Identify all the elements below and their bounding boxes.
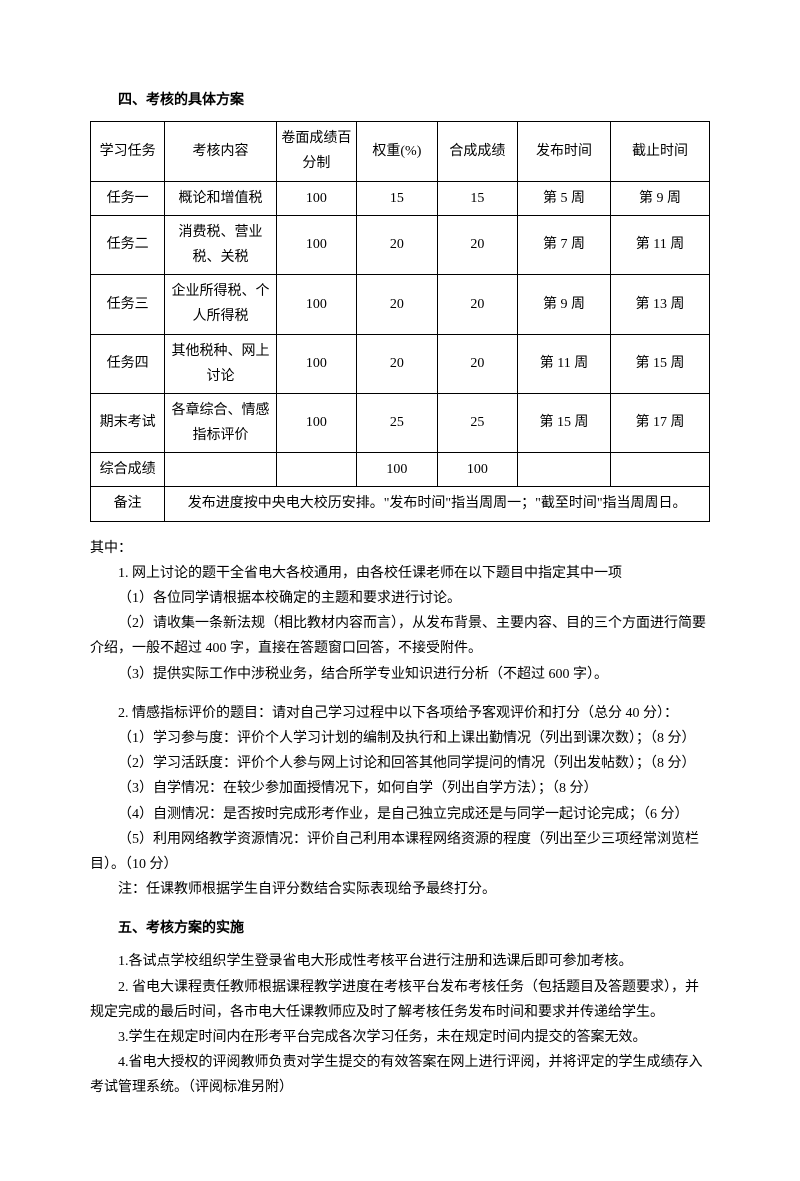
- col-header: 考核内容: [165, 122, 276, 181]
- item2-p1: （1）学习参与度：评价个人学习计划的编制及执行和上课出勤情况（列出到课次数）；（…: [90, 726, 710, 751]
- cell: 100: [276, 334, 356, 393]
- cell: [165, 453, 276, 487]
- section-5-title: 五、考核方案的实施: [118, 916, 710, 941]
- cell: 25: [437, 393, 517, 452]
- cell: [518, 453, 611, 487]
- col-header: 发布时间: [518, 122, 611, 181]
- cell: 第 11 周: [610, 215, 709, 274]
- cell: 15: [357, 181, 437, 215]
- table-row: 期末考试 各章综合、情感指标评价 100 25 25 第 15 周 第 17 周: [91, 393, 710, 452]
- cell: 20: [357, 215, 437, 274]
- intro-text: 其中：: [90, 536, 710, 561]
- cell: 100: [357, 453, 437, 487]
- cell: [276, 453, 356, 487]
- col-header: 权重(%): [357, 122, 437, 181]
- cell: 第 11 周: [518, 334, 611, 393]
- section-4-title: 四、考核的具体方案: [118, 88, 710, 113]
- item1-p2: （2）请收集一条新法规（相比教材内容而言），从发布背景、主要内容、目的三个方面进…: [90, 611, 710, 661]
- cell: 任务二: [91, 215, 165, 274]
- col-header: 截止时间: [610, 122, 709, 181]
- cell: 20: [437, 275, 517, 334]
- cell: 100: [276, 181, 356, 215]
- item2-p5: （5）利用网络教学资源情况：评价自己利用本课程网络资源的程度（列出至少三项经常浏…: [90, 827, 710, 877]
- col-header: 学习任务: [91, 122, 165, 181]
- cell: 15: [437, 181, 517, 215]
- cell: 任务四: [91, 334, 165, 393]
- cell: 第 7 周: [518, 215, 611, 274]
- table-row: 任务一 概论和增值税 100 15 15 第 5 周 第 9 周: [91, 181, 710, 215]
- note-text: 发布进度按中央电大校历安排。"发布时间"指当周周一；"截至时间"指当周周日。: [165, 487, 710, 521]
- cell: 企业所得税、个人所得税: [165, 275, 276, 334]
- table-header-row: 学习任务 考核内容 卷面成绩百分制 权重(%) 合成成绩 发布时间 截止时间: [91, 122, 710, 181]
- item2-note: 注：任课教师根据学生自评分数结合实际表现给予最终打分。: [90, 877, 710, 902]
- cell: 任务三: [91, 275, 165, 334]
- item1-lead: 1. 网上讨论的题干全省电大各校通用，由各校任课老师在以下题目中指定其中一项: [90, 561, 710, 586]
- cell: 第 5 周: [518, 181, 611, 215]
- cell: 25: [357, 393, 437, 452]
- s5-p4: 4.省电大授权的评阅教师负责对学生提交的有效答案在网上进行评阅，并将评定的学生成…: [90, 1050, 710, 1100]
- table-row: 综合成绩 100 100: [91, 453, 710, 487]
- cell: 第 15 周: [610, 334, 709, 393]
- cell: 概论和增值税: [165, 181, 276, 215]
- cell: 100: [276, 275, 356, 334]
- item2-lead: 2. 情感指标评价的题目：请对自己学习过程中以下各项给予客观评价和打分（总分 4…: [90, 701, 710, 726]
- cell: 第 17 周: [610, 393, 709, 452]
- cell: 100: [437, 453, 517, 487]
- s5-p2: 2. 省电大课程责任教师根据课程教学进度在考核平台发布考核任务（包括题目及答题要…: [90, 975, 710, 1025]
- table-row: 任务四 其他税种、网上讨论 100 20 20 第 11 周 第 15 周: [91, 334, 710, 393]
- cell: 100: [276, 215, 356, 274]
- cell: 20: [357, 334, 437, 393]
- s5-p1: 1.各试点学校组织学生登录省电大形成性考核平台进行注册和选课后即可参加考核。: [90, 949, 710, 974]
- cell: [610, 453, 709, 487]
- cell: 消费税、营业税、关税: [165, 215, 276, 274]
- cell: 其他税种、网上讨论: [165, 334, 276, 393]
- item1-p3: （3）提供实际工作中涉税业务，结合所学专业知识进行分析（不超过 600 字）。: [90, 662, 710, 687]
- item1-p1: （1）各位同学请根据本校确定的主题和要求进行讨论。: [90, 586, 710, 611]
- cell: 20: [357, 275, 437, 334]
- cell: 第 13 周: [610, 275, 709, 334]
- col-header: 卷面成绩百分制: [276, 122, 356, 181]
- cell: 第 9 周: [610, 181, 709, 215]
- cell: 各章综合、情感指标评价: [165, 393, 276, 452]
- cell: 第 15 周: [518, 393, 611, 452]
- note-label: 备注: [91, 487, 165, 521]
- cell: 20: [437, 334, 517, 393]
- cell: 综合成绩: [91, 453, 165, 487]
- cell: 第 9 周: [518, 275, 611, 334]
- table-row: 任务二 消费税、营业税、关税 100 20 20 第 7 周 第 11 周: [91, 215, 710, 274]
- table-note-row: 备注 发布进度按中央电大校历安排。"发布时间"指当周周一；"截至时间"指当周周日…: [91, 487, 710, 521]
- cell: 期末考试: [91, 393, 165, 452]
- cell: 任务一: [91, 181, 165, 215]
- table-row: 任务三 企业所得税、个人所得税 100 20 20 第 9 周 第 13 周: [91, 275, 710, 334]
- col-header: 合成成绩: [437, 122, 517, 181]
- s5-p3: 3.学生在规定时间内在形考平台完成各次学习任务，未在规定时间内提交的答案无效。: [90, 1025, 710, 1050]
- item2-p2: （2）学习活跃度：评价个人参与网上讨论和回答其他同学提问的情况（列出发帖数）；（…: [90, 751, 710, 776]
- item2-p4: （4）自测情况：是否按时完成形考作业，是自己独立完成还是与同学一起讨论完成；（6…: [90, 802, 710, 827]
- item2-p3: （3）自学情况：在较少参加面授情况下，如何自学（列出自学方法）；（8 分）: [90, 776, 710, 801]
- assessment-table: 学习任务 考核内容 卷面成绩百分制 权重(%) 合成成绩 发布时间 截止时间 任…: [90, 121, 710, 521]
- cell: 20: [437, 215, 517, 274]
- cell: 100: [276, 393, 356, 452]
